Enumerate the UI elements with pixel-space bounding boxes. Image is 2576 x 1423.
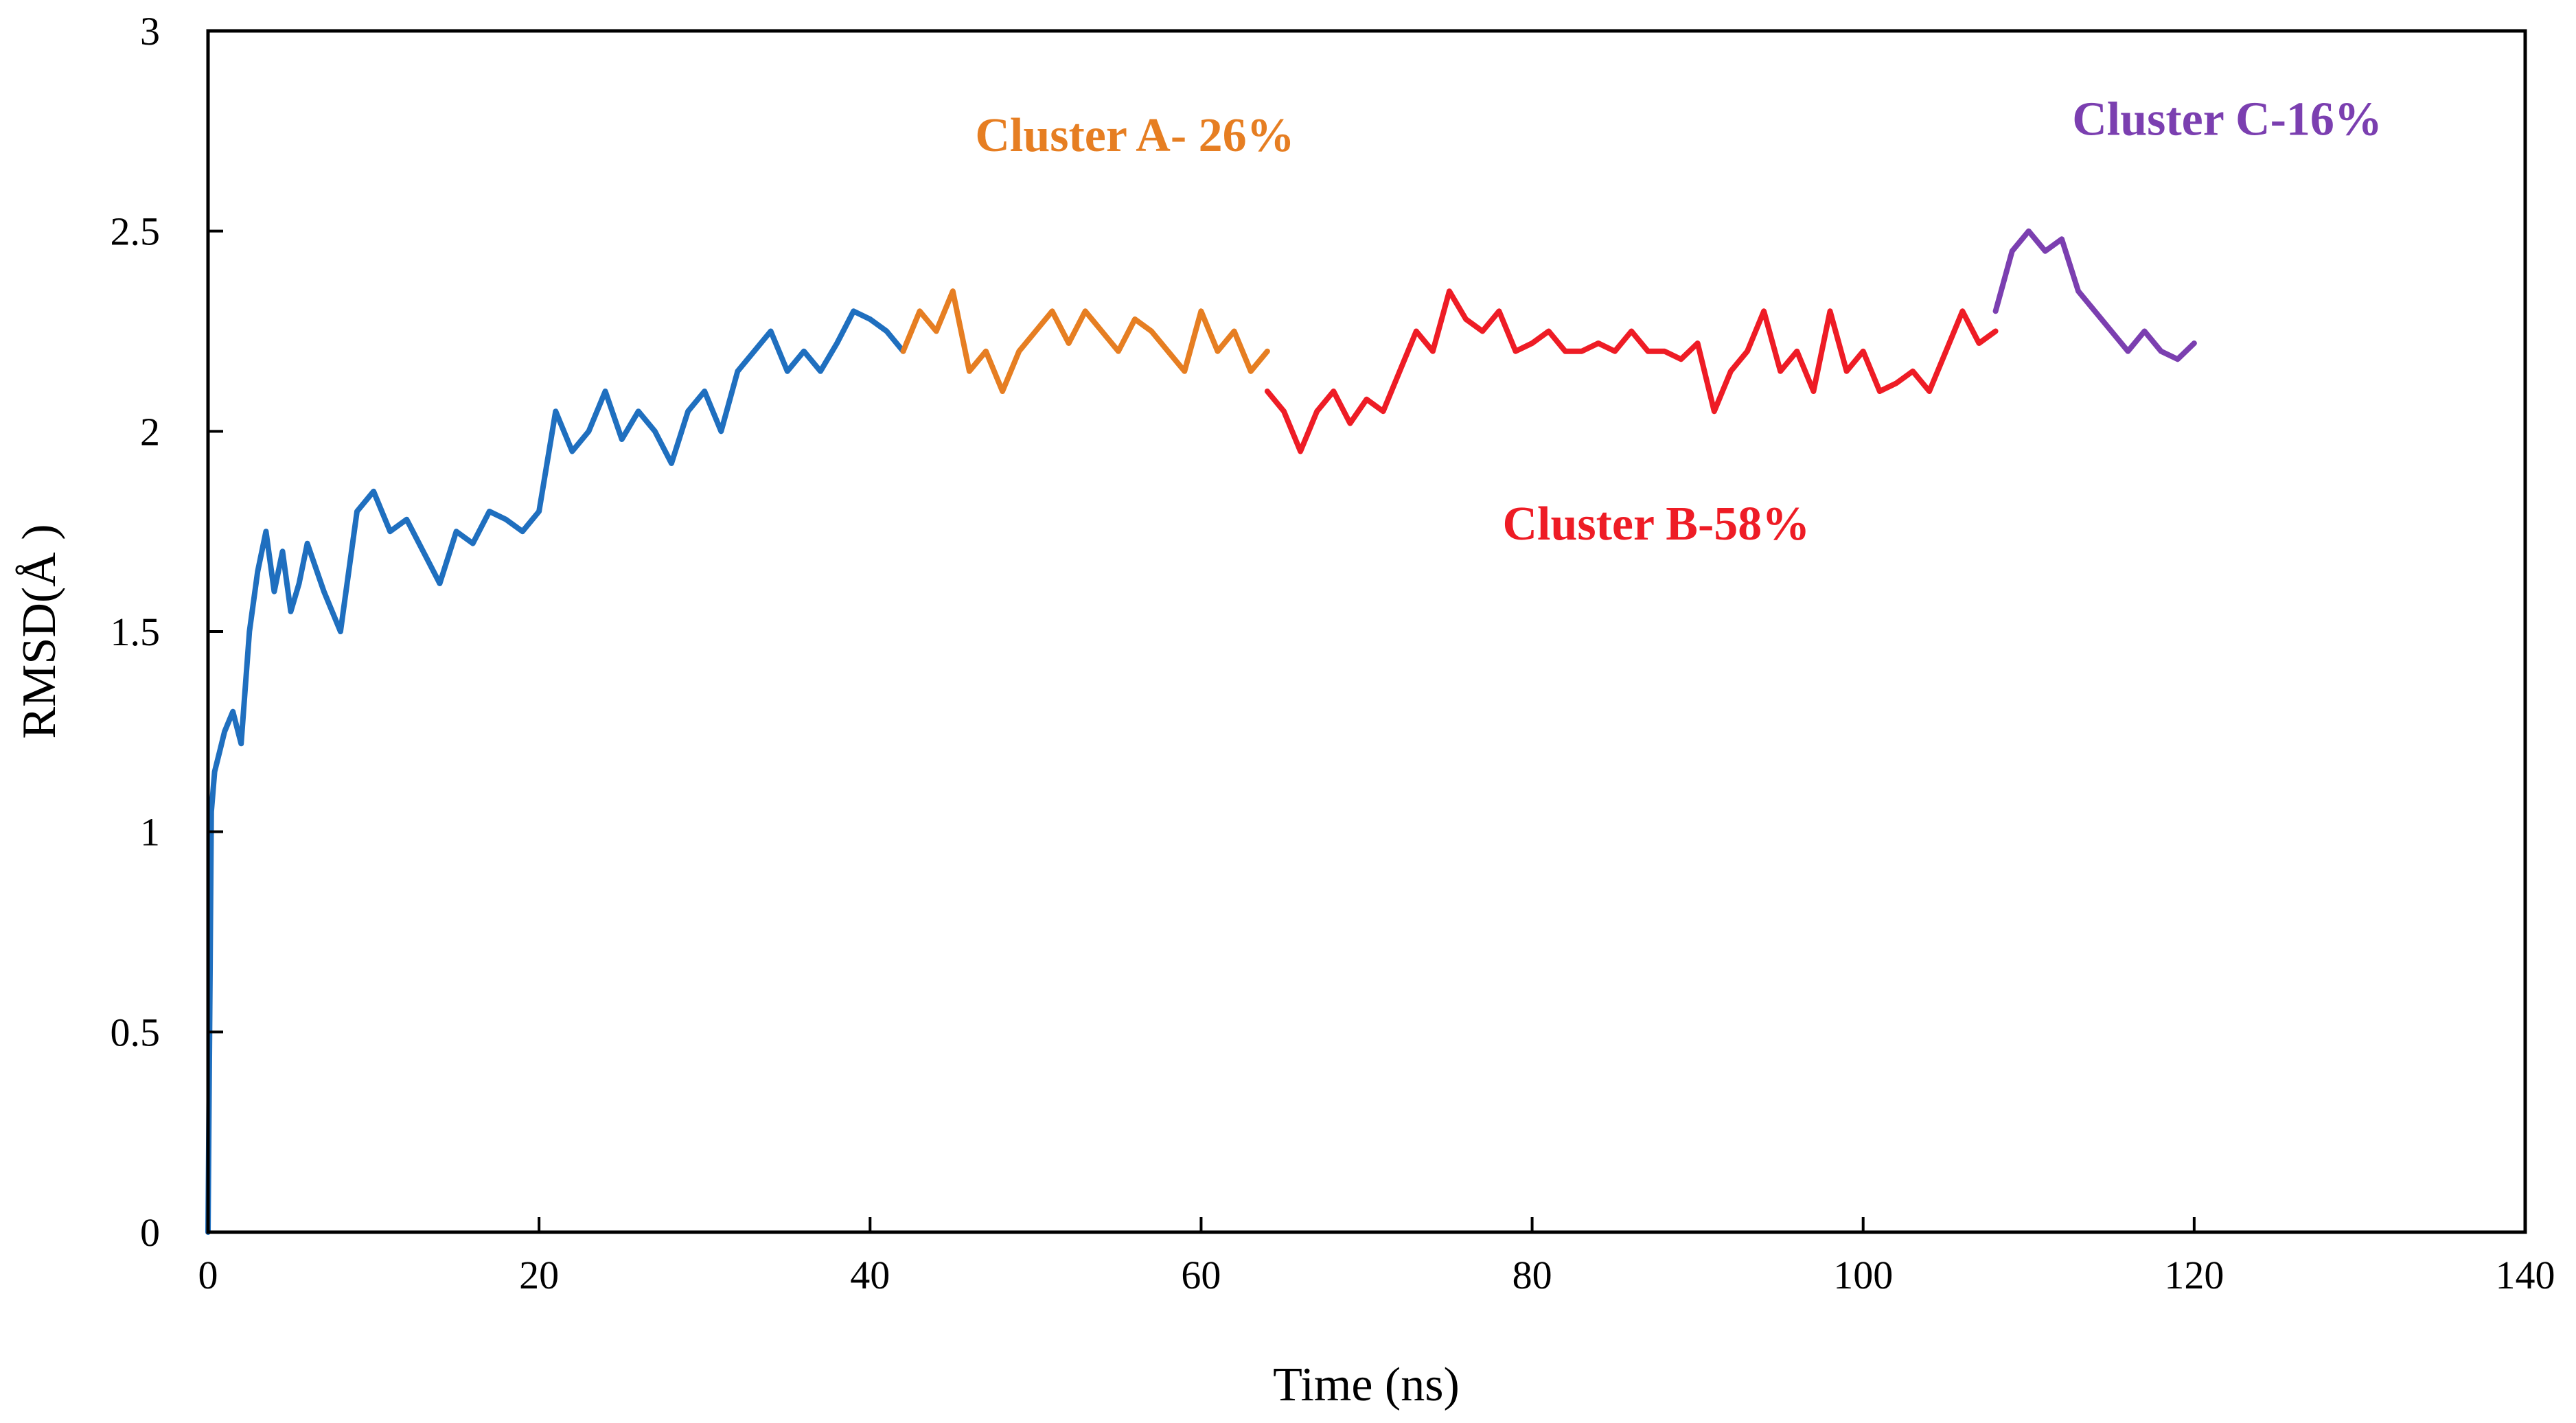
tick-labels: 0 20 40 60 80 100 120 140 0 0.5 1 1.5 2 2.5 3	[111, 9, 2555, 1297]
y-tick-label: 2.5	[111, 209, 161, 254]
y-tick-label: 0	[140, 1210, 160, 1255]
cluster-annotation-1: Cluster A- 26%	[975, 109, 1294, 162]
y-tick-label: 2	[140, 409, 160, 454]
x-tick-label: 20	[519, 1253, 559, 1297]
annotations: Cluster A- 26% Cluster B-58% Cluster C-16%	[975, 93, 2382, 551]
x-tick-label: 140	[2496, 1253, 2555, 1297]
cluster-annotation-3: Cluster C-16%	[2072, 93, 2382, 146]
x-tick-label: 60	[1181, 1253, 1221, 1297]
y-tick-label: 3	[140, 9, 160, 54]
cluster-annotation-2: Cluster B-58%	[1502, 498, 1810, 551]
plot-frame	[206, 29, 2527, 1234]
x-tick-label: 80	[1513, 1253, 1552, 1297]
series-line-2	[900, 288, 1270, 394]
x-tick-label: 100	[1833, 1253, 1893, 1297]
x-tick-label: 40	[850, 1253, 890, 1297]
series-line-4	[1992, 228, 2197, 362]
x-tick-label: 120	[2164, 1253, 2224, 1297]
series-line-3	[1264, 288, 1999, 454]
y-axis-title: RMSD(Å )	[13, 524, 66, 739]
series-lines	[205, 228, 2197, 1235]
series-line-1	[205, 308, 906, 1235]
y-tick-label: 1.5	[111, 610, 161, 654]
axis-ticks	[207, 30, 2527, 1234]
x-tick-label: 0	[198, 1253, 218, 1297]
y-tick-label: 0.5	[111, 1010, 161, 1054]
x-axis-title: Time (ns)	[1273, 1358, 1460, 1411]
y-tick-label: 1	[140, 810, 160, 855]
